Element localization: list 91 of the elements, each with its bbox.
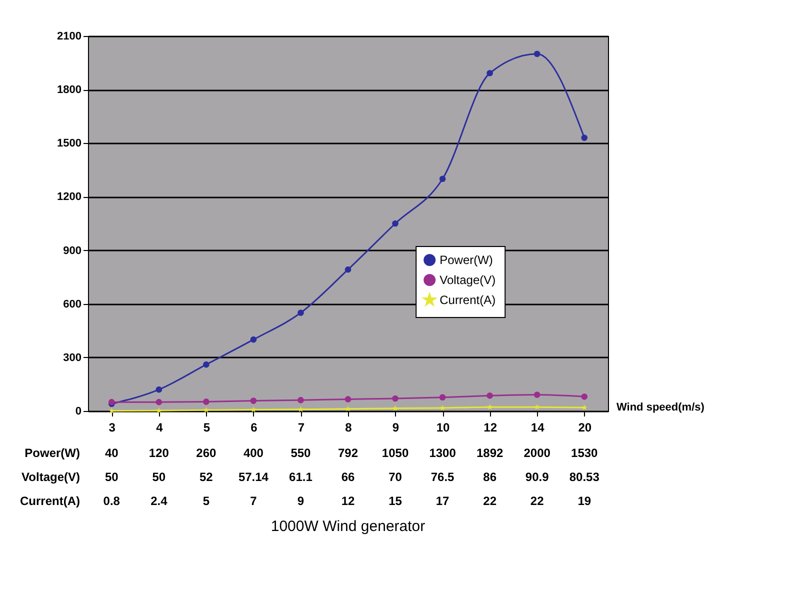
text: Current(A) xyxy=(20,494,80,508)
data-label: 2.4 xyxy=(150,494,168,508)
data-label: 17 xyxy=(436,494,450,508)
x-tick-label: 12 xyxy=(484,420,498,434)
point xyxy=(534,404,540,410)
data-label: 15 xyxy=(388,494,402,508)
point xyxy=(439,176,446,182)
point xyxy=(298,310,304,316)
point xyxy=(156,398,162,406)
data-label: 70 xyxy=(388,470,402,484)
point xyxy=(534,392,540,398)
point xyxy=(439,394,446,400)
data-label: 7 xyxy=(250,494,258,508)
y-tick-label: 2100 xyxy=(57,30,82,42)
point xyxy=(156,407,162,414)
x-tick-label: 20 xyxy=(578,420,592,434)
x-tick-label: 9 xyxy=(392,420,400,434)
x-tick-label: 5 xyxy=(203,420,210,434)
x-tick-label: 8 xyxy=(345,420,352,434)
text: Power(W) xyxy=(24,446,80,460)
data-label: 50 xyxy=(152,470,166,484)
data-label: 19 xyxy=(578,494,592,508)
point xyxy=(486,70,493,76)
data-label: 1892 xyxy=(476,446,504,460)
y-tick-label: 300 xyxy=(63,352,82,364)
point xyxy=(344,266,352,273)
data-label: 61.1 xyxy=(289,470,313,484)
point xyxy=(392,220,398,227)
data-label: 120 xyxy=(148,446,170,460)
data-label: 400 xyxy=(243,446,264,460)
data-label: 57.14 xyxy=(238,470,269,484)
data-label: 12 xyxy=(341,494,355,508)
legend-label: Voltage(V) xyxy=(440,273,496,287)
data-label: 260 xyxy=(196,446,217,460)
x-tick-label: 6 xyxy=(250,420,258,434)
point xyxy=(298,396,304,404)
x-axis-title: Wind speed(m/s) xyxy=(616,402,705,414)
x-tick-label: 10 xyxy=(436,420,450,434)
data-label: 1530 xyxy=(571,446,598,460)
point xyxy=(581,393,588,400)
text: 1000W Wind generator xyxy=(270,518,426,535)
data-label: 0.8 xyxy=(103,494,120,508)
x-tick-label: 14 xyxy=(530,420,545,434)
point xyxy=(344,396,352,402)
data-label: 550 xyxy=(290,446,312,460)
y-tick-label: 900 xyxy=(63,244,82,257)
data-label: 22 xyxy=(530,494,544,508)
x-tick-label: 7 xyxy=(298,420,305,434)
y-tick-label: 1200 xyxy=(57,191,82,204)
x-tick-label: 4 xyxy=(156,420,164,434)
data-label: 1050 xyxy=(382,446,409,460)
legend-label: Current(A) xyxy=(440,293,496,307)
data-label: 9 xyxy=(297,494,304,508)
data-label: 76.5 xyxy=(430,470,455,484)
legend-label: Power(W) xyxy=(440,253,493,267)
point xyxy=(156,386,162,393)
point xyxy=(250,336,257,343)
data-label: 792 xyxy=(338,446,358,460)
point xyxy=(440,404,446,411)
data-label: 50 xyxy=(104,470,119,484)
point xyxy=(203,361,210,368)
data-label: 80.53 xyxy=(569,470,600,484)
data-label: 22 xyxy=(483,494,497,508)
point xyxy=(392,405,398,411)
x-tick-label: 3 xyxy=(108,420,116,434)
data-label: 86 xyxy=(483,470,497,484)
point xyxy=(581,404,588,410)
data-label: 1300 xyxy=(429,446,456,460)
point xyxy=(203,398,210,405)
data-label: 40 xyxy=(104,446,119,460)
point xyxy=(250,398,257,404)
point xyxy=(298,406,304,412)
point xyxy=(203,406,210,413)
point xyxy=(486,392,493,399)
data-label: 5 xyxy=(202,494,210,508)
point xyxy=(534,50,540,58)
point xyxy=(108,408,115,414)
point xyxy=(250,406,256,412)
point xyxy=(392,395,398,402)
y-tick-label: 1500 xyxy=(57,138,82,150)
data-label: 66 xyxy=(341,470,355,484)
data-label: 52 xyxy=(200,470,214,484)
text: Voltage(V) xyxy=(22,470,80,484)
point xyxy=(581,134,588,141)
data-label: 90.9 xyxy=(525,470,550,484)
y-tick-label: 0 xyxy=(75,406,82,418)
y-tick-label: 1800 xyxy=(57,84,82,96)
point xyxy=(344,406,352,412)
data-label: 2000 xyxy=(524,446,551,460)
point xyxy=(486,404,493,410)
y-tick-label: 600 xyxy=(63,298,82,310)
